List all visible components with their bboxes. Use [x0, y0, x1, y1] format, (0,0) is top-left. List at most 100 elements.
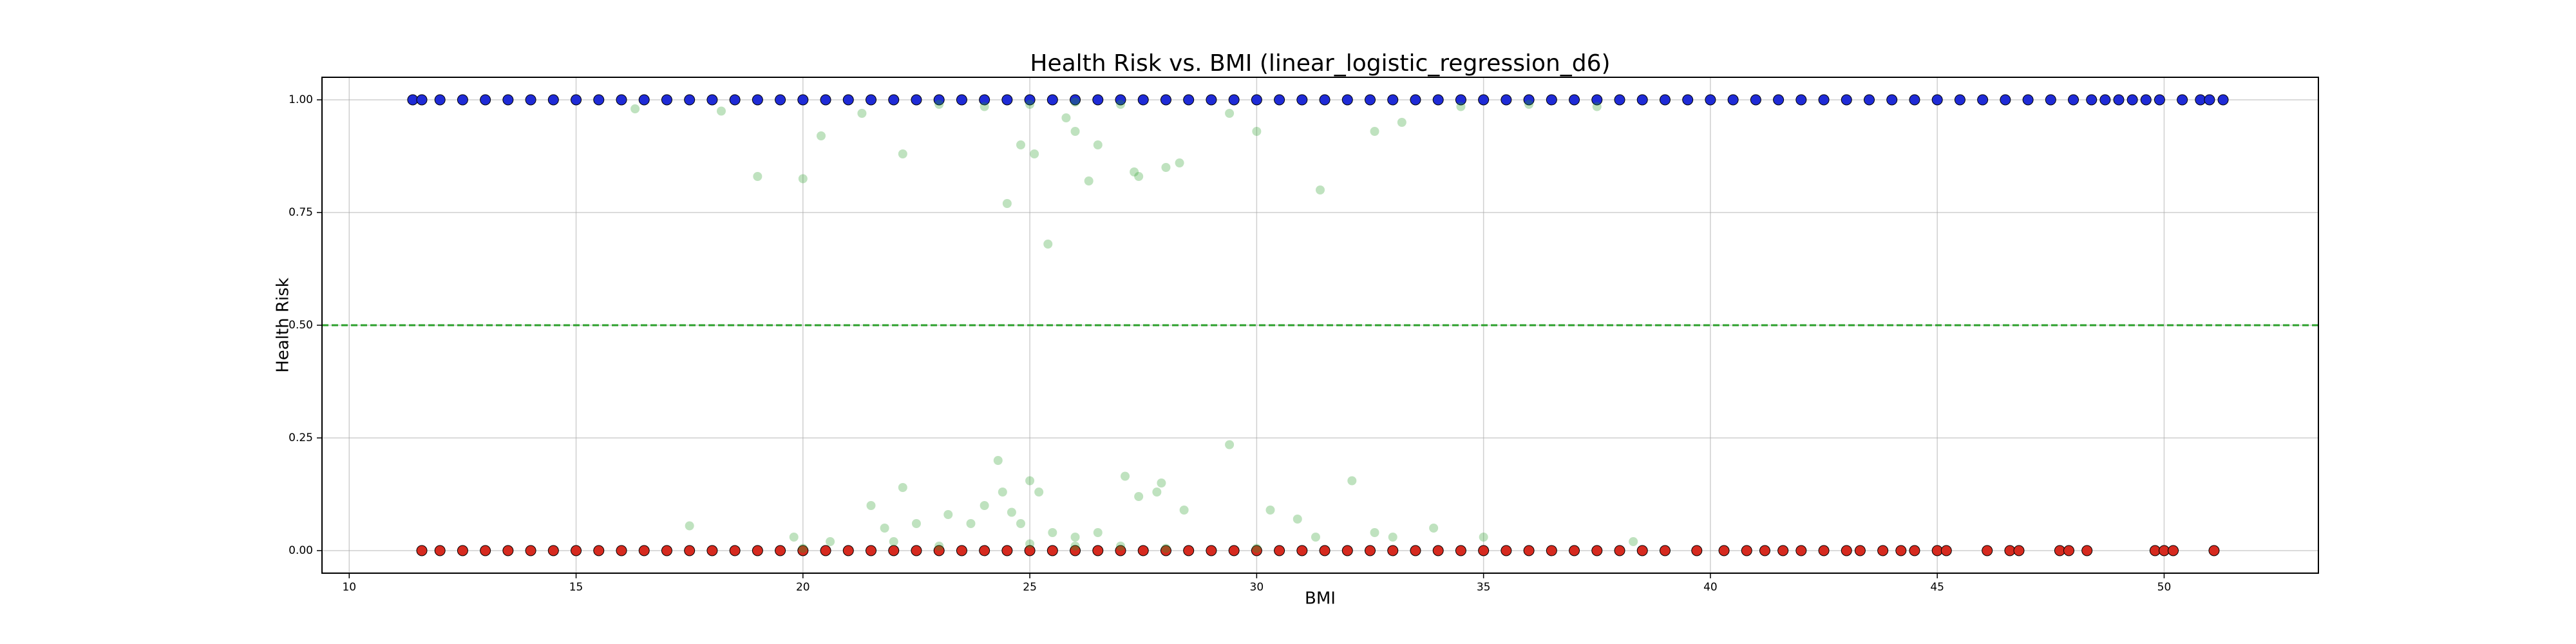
y-axis-label: Health Risk: [274, 278, 293, 373]
point: [1274, 545, 1285, 556]
point: [933, 545, 945, 556]
point: [1777, 545, 1789, 556]
point: [2022, 94, 2034, 106]
x-tick-label: 20: [796, 581, 810, 594]
point: [2154, 94, 2165, 106]
point: [1160, 545, 1171, 556]
point: [1523, 545, 1535, 556]
point: [2000, 94, 2011, 106]
point: [1137, 94, 1149, 106]
point: [1116, 100, 1125, 109]
point: [1795, 545, 1807, 556]
point: [2177, 94, 2188, 106]
point: [1478, 94, 1490, 106]
point: [1854, 545, 1866, 556]
point: [797, 545, 809, 556]
point: [1931, 94, 1943, 106]
point: [525, 94, 536, 106]
y-tick-label: 0.00: [289, 544, 313, 557]
point: [729, 545, 741, 556]
point: [866, 545, 876, 556]
point: [1410, 545, 1421, 556]
point: [1115, 545, 1126, 556]
x-tick-label: 40: [1703, 581, 1718, 594]
point: [1070, 127, 1080, 136]
point: [898, 483, 907, 492]
point: [817, 131, 826, 140]
y-tick-label: 0.75: [289, 206, 313, 219]
point: [798, 544, 808, 553]
point: [1750, 94, 1761, 106]
point: [826, 537, 835, 546]
point: [1134, 492, 1144, 501]
point: [956, 545, 967, 556]
point: [933, 94, 945, 106]
point: [888, 545, 900, 556]
point: [1397, 118, 1406, 127]
point: [1773, 94, 1785, 106]
point: [1319, 545, 1331, 556]
point: [1682, 94, 1694, 106]
point: [630, 104, 640, 113]
point: [1025, 476, 1035, 486]
point: [2168, 545, 2179, 556]
point: [934, 100, 944, 109]
point: [1251, 94, 1262, 106]
point: [1070, 542, 1080, 551]
point: [1046, 94, 1058, 106]
point: [1501, 545, 1512, 556]
x-tick-label: 10: [342, 581, 356, 594]
point: [684, 545, 696, 556]
point: [2013, 545, 2025, 556]
point: [993, 456, 1003, 465]
point: [2217, 94, 2229, 106]
point: [1659, 545, 1671, 556]
point: [1388, 533, 1397, 542]
point: [416, 545, 428, 556]
x-axis-label: BMI: [1305, 589, 1336, 609]
point: [1705, 94, 1716, 106]
point: [1025, 100, 1035, 109]
point: [752, 94, 763, 106]
point: [638, 94, 650, 106]
point: [1636, 545, 1648, 556]
point: [1479, 533, 1488, 542]
point: [1293, 515, 1302, 524]
point: [616, 545, 627, 556]
point: [661, 545, 672, 556]
point: [998, 488, 1007, 497]
point: [1025, 539, 1035, 549]
point: [934, 542, 944, 551]
point: [502, 545, 514, 556]
point: [1432, 94, 1444, 106]
point: [1252, 544, 1262, 553]
point: [1895, 545, 1907, 556]
point: [1296, 94, 1308, 106]
point: [2081, 545, 2093, 556]
point: [1115, 94, 1126, 106]
point: [1982, 545, 1993, 556]
point: [889, 537, 898, 546]
point: [525, 545, 536, 556]
point: [547, 94, 559, 106]
point: [1252, 127, 1262, 136]
point: [1228, 545, 1240, 556]
y-tick-label: 1.00: [289, 93, 313, 106]
y-tick-label: 0.25: [289, 431, 313, 444]
point: [1130, 167, 1139, 176]
x-tick-label: 30: [1250, 581, 1264, 594]
point: [1093, 528, 1103, 537]
point: [1977, 94, 1989, 106]
point: [457, 545, 468, 556]
point: [911, 545, 922, 556]
point: [1161, 163, 1171, 172]
point: [593, 545, 605, 556]
point: [1741, 545, 1752, 556]
point: [1016, 140, 1025, 149]
point: [866, 501, 876, 510]
point: [1024, 545, 1036, 556]
point: [752, 545, 763, 556]
point: [1501, 94, 1512, 106]
point: [1030, 149, 1039, 158]
point: [1569, 94, 1580, 106]
